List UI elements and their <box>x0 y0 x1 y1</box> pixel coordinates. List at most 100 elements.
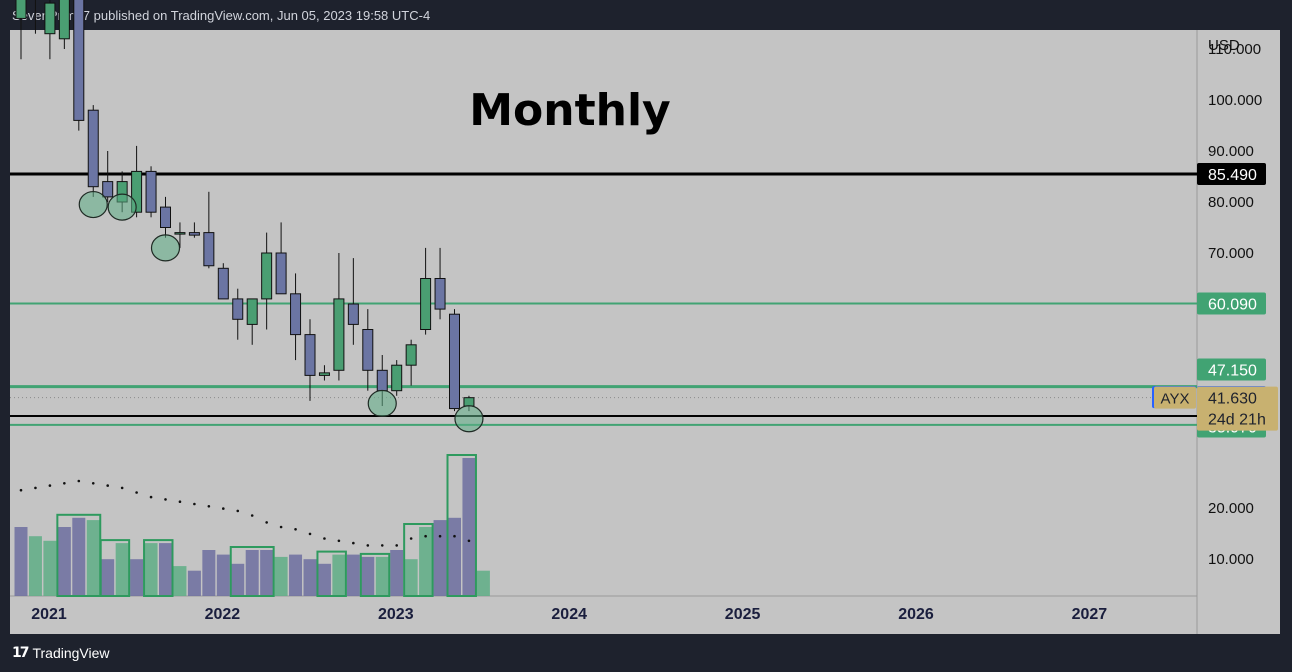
volume-ma-point <box>453 534 456 538</box>
candle-body <box>391 364 403 392</box>
volume-ma-point <box>352 541 355 545</box>
volume-ma-layer <box>19 479 471 547</box>
level-badge-bg <box>1197 292 1266 315</box>
tradingview-logo-icon: 17 <box>12 645 30 661</box>
price-tick-label: 110.000 <box>1208 41 1261 58</box>
volume-bar <box>173 566 187 596</box>
volume-ma-point <box>149 495 153 499</box>
volume-bar <box>43 540 57 596</box>
volume-ma-point <box>424 534 427 538</box>
candle-body <box>362 329 374 371</box>
candle-body <box>463 397 475 407</box>
publisher-bar: SevenPrime7 published on TradingView.com… <box>0 0 1292 30</box>
volume-bar <box>86 520 100 596</box>
highlight-ellipse <box>367 389 397 418</box>
chart-background <box>10 30 1280 634</box>
bar-countdown-label: 24d 21h <box>1208 412 1266 429</box>
volume-bar <box>28 536 42 596</box>
symbol-price-label: 41.630 <box>1208 391 1257 408</box>
candle-body <box>333 298 345 371</box>
volume-ma-point <box>222 507 225 510</box>
volume-ma-point <box>19 488 23 492</box>
highlight-ellipse <box>150 234 181 262</box>
volume-highlight-layer <box>56 454 477 598</box>
volume-ma-point <box>409 537 413 540</box>
volume-ma-point <box>467 539 471 543</box>
volume-layer <box>14 458 490 596</box>
candle-body <box>217 267 229 300</box>
time-tick-label: 2026 <box>898 606 934 623</box>
price-tick-label: 100.000 <box>1208 92 1262 109</box>
symbol-tag-bg <box>1154 386 1196 409</box>
volume-bar <box>433 520 447 596</box>
volume-ma-point <box>308 532 312 536</box>
price-tick-label: 70.000 <box>1208 245 1254 262</box>
highlight-ellipses-layer <box>78 190 484 433</box>
volume-ma-point <box>337 539 341 543</box>
tradingview-logo-text: TradingView <box>32 645 110 661</box>
candle-body <box>232 298 244 320</box>
candle-body <box>275 252 287 295</box>
price-tick-label: 80.000 <box>1208 194 1254 211</box>
volume-bar <box>375 556 389 596</box>
price-badges: 85.49060.09038.05047.15035.970Post41.750… <box>1152 163 1278 438</box>
candle-body <box>58 0 70 40</box>
volume-bar <box>289 554 303 596</box>
price-tick-label: 10.000 <box>1208 551 1254 568</box>
volume-bar <box>115 543 129 596</box>
volume-ma-point <box>106 484 109 487</box>
currency-label: USD <box>1208 37 1240 54</box>
volume-ma-point <box>279 525 283 529</box>
candle-body <box>318 372 330 376</box>
chart-title: Monthly <box>469 85 670 136</box>
volume-bar <box>260 550 274 596</box>
highlight-ellipse <box>78 190 108 219</box>
volume-ma-point <box>380 544 384 547</box>
candle-body <box>420 278 432 330</box>
time-tick-label: 2022 <box>205 606 241 623</box>
volume-bar <box>390 550 404 596</box>
volume-ma-point <box>34 486 37 490</box>
volume-ma-point <box>438 534 442 538</box>
candle-body <box>145 170 157 213</box>
candle-body <box>203 232 215 267</box>
volume-ma-point <box>250 514 254 517</box>
volume-highlight-box <box>316 550 347 597</box>
highlight-ellipse <box>107 193 137 221</box>
level-badge-label: 47.150 <box>1208 363 1257 380</box>
tradingview-logo[interactable]: 17 TradingView <box>12 645 110 661</box>
chart-pane[interactable]: Monthly USD 110.000 100.000 90.000 80.000 70… <box>0 0 1292 634</box>
volume-ma-point <box>120 486 124 490</box>
time-tick-label: 2021 <box>31 606 67 623</box>
candle-body <box>246 298 258 325</box>
candle-body <box>102 181 114 198</box>
volume-bar <box>216 554 230 596</box>
volume-bar <box>476 570 490 596</box>
level-badge-bg <box>1197 358 1266 381</box>
volume-bar <box>57 527 71 596</box>
candle-body <box>188 232 200 236</box>
time-axis-ticks: 2021 2022 2023 2024 2025 2026 2027 <box>31 606 1107 623</box>
candle-body <box>87 109 99 188</box>
volume-highlight-box <box>446 454 477 597</box>
candle-body <box>44 2 56 35</box>
volume-ma-point <box>135 491 138 494</box>
volume-ma-point <box>265 521 268 524</box>
time-tick-label: 2027 <box>1072 606 1108 623</box>
volume-highlight-box <box>229 546 275 597</box>
volume-bar <box>419 527 433 596</box>
volume-ma-point <box>77 479 81 483</box>
volume-ma-point <box>236 509 240 513</box>
level-badge-bg <box>1197 163 1266 186</box>
volume-ma-point <box>395 544 399 547</box>
volume-bar <box>187 570 201 596</box>
level-badge-label: 85.490 <box>1208 167 1257 184</box>
volume-bar <box>303 559 317 596</box>
volume-bar <box>231 563 245 596</box>
candle-body <box>73 0 85 121</box>
volume-highlight-box <box>99 539 131 597</box>
candle-body <box>290 293 302 336</box>
candle-body <box>261 252 273 300</box>
volume-highlight-box <box>359 552 391 598</box>
volume-ma-point <box>323 537 326 540</box>
